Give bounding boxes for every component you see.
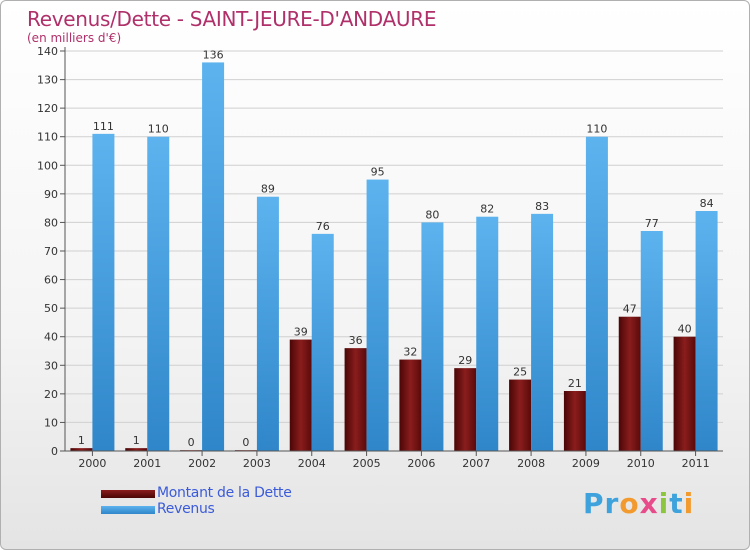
bar-revenus-2000 [92,133,115,451]
y-tick-label: 20 [44,388,58,401]
bar-dette-2007 [454,368,477,451]
bar-dette-2001 [125,448,148,451]
logo-letter: x [639,487,659,520]
bar-dette-2011 [673,336,696,451]
bars [70,62,718,452]
chart-subtitle: (en milliers d'€) [27,31,122,45]
data-label: 83 [535,200,549,213]
y-tick-label: 110 [37,131,58,144]
data-label: 82 [480,203,494,216]
y-tick-label: 120 [37,102,58,115]
data-label: 0 [188,436,195,449]
data-label: 110 [586,123,607,136]
y-tick-label: 100 [37,159,58,172]
x-tick-label: 2002 [188,457,216,470]
data-label: 84 [700,197,714,210]
data-label: 89 [261,183,275,196]
x-tick-label: 2005 [353,457,381,470]
bar-revenus-2005 [366,179,389,452]
bar-dette-2005 [344,348,367,451]
legend-label-dette: Montant de la Dette [157,485,292,501]
bar-dette-2006 [399,359,422,451]
data-label: 39 [294,326,308,339]
logo-letter: i [658,487,670,520]
bar-dette-2009 [563,391,586,451]
bar-dette-2010 [618,316,641,451]
logo-letter: r [604,487,620,520]
data-labels: 1111111001360893976369532802982258321110… [78,48,714,449]
bar-revenus-2008 [531,213,554,451]
data-label: 1 [133,434,140,447]
x-tick-label: 2010 [627,457,655,470]
x-tick-label: 2011 [682,457,710,470]
logo-letter: P [583,487,605,520]
bar-revenus-2007 [476,216,499,451]
data-label: 136 [203,48,224,61]
x-tick-label: 2007 [462,457,490,470]
bar-revenus-2011 [695,211,718,451]
data-label: 29 [458,354,472,367]
bar-dette-2008 [509,379,532,451]
data-label: 1 [78,434,85,447]
data-label: 77 [645,217,659,230]
x-tick-label: 2009 [572,457,600,470]
bar-revenus-2004 [311,233,334,451]
axes [64,47,723,452]
x-tick-label: 2004 [298,457,326,470]
x-tick-label: 2001 [133,457,161,470]
chart-title: Revenus/Dette - SAINT-JEURE-D'ANDAURE [27,7,437,31]
y-tick-label: 90 [44,188,58,201]
y-tick-label: 70 [44,245,58,258]
proxiti-logo: Proxiti [583,487,694,520]
y-axis-ticks: 0 10 20 30 40 50 60 70 80 90 100 110 120 130 140 [37,45,65,458]
y-tick-label: 60 [44,274,58,287]
y-tick-label: 40 [44,331,58,344]
data-label: 25 [513,366,527,379]
y-tick-label: 80 [44,216,58,229]
data-label: 40 [678,323,692,336]
legend-item-revenus: Revenus [101,501,361,517]
data-label: 47 [623,303,637,316]
bar-revenus-2006 [421,222,444,451]
legend-item-dette: Montant de la Dette [101,485,361,501]
data-label: 80 [425,208,439,221]
x-tick-label: 2008 [517,457,545,470]
data-label: 76 [316,220,330,233]
logo-letter: o [619,487,640,520]
bar-revenus-2003 [256,196,279,451]
data-label: 36 [349,334,363,347]
y-tick-label: 50 [44,302,58,315]
data-label: 0 [242,436,249,449]
bar-revenus-2009 [585,136,608,451]
data-label: 95 [371,166,385,179]
legend: Montant de la Dette Revenus [101,485,361,519]
legend-swatch-dette [101,490,155,498]
y-tick-label: 0 [51,445,58,458]
y-tick-label: 10 [44,416,58,429]
x-tick-label: 2006 [407,457,435,470]
data-label: 110 [148,123,169,136]
bar-dette-2004 [289,339,312,451]
bar-dette-2000 [70,448,93,451]
x-axis-ticks: 2000 2001 2002 2003 2004 2005 2006 2007 2008 2009… [78,451,710,470]
logo-letter: i [683,487,695,520]
y-tick-label: 30 [44,359,58,372]
legend-label-revenus: Revenus [157,501,215,517]
bar-revenus-2010 [640,231,663,451]
x-tick-label: 2000 [78,457,106,470]
data-label: 32 [403,346,417,359]
bar-revenus-2002 [202,62,225,452]
y-tick-label: 140 [37,45,58,58]
bar-revenus-2001 [147,136,170,451]
legend-swatch-revenus [101,506,155,514]
data-label: 21 [568,377,582,390]
data-label: 111 [93,120,114,133]
x-tick-label: 2003 [243,457,271,470]
logo-letter: t [669,487,684,520]
y-tick-label: 130 [37,74,58,87]
